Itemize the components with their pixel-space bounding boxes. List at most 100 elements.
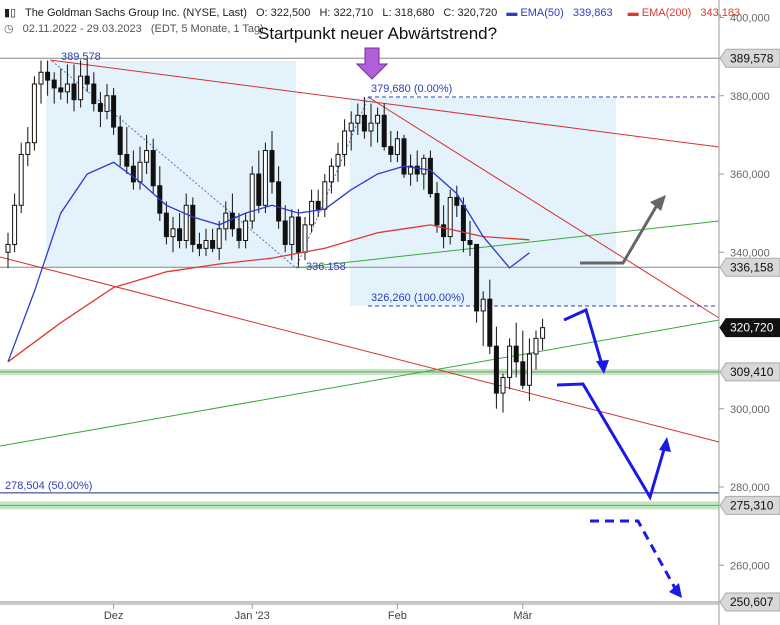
candle-body — [540, 327, 546, 339]
candle-body — [474, 243, 480, 312]
candle-body — [388, 146, 394, 155]
candle-body — [368, 122, 374, 132]
close-value: C: 320,720 — [443, 7, 498, 19]
gray-scenario-path — [580, 199, 662, 265]
candle-body — [520, 361, 526, 386]
candle-body — [467, 240, 473, 245]
candle-body — [249, 173, 255, 222]
candle-body — [355, 114, 361, 124]
y-tick-label: 340,000 — [730, 247, 770, 259]
candle-body — [533, 337, 539, 355]
symbol-title: The Goldman Sachs Group Inc. (NYSE, Last… — [24, 7, 247, 19]
candle-body — [295, 216, 301, 253]
red-trendline-mid — [367, 96, 720, 319]
candle-body — [375, 114, 381, 124]
y-tick-label: 360,000 — [730, 169, 770, 181]
candle-body — [408, 165, 414, 175]
candle-body — [282, 220, 288, 245]
candle-body — [111, 95, 117, 128]
price-label-text: 309,410 — [730, 365, 774, 379]
low-annotation: 336.158 — [306, 261, 346, 273]
dotted-fib-line-right — [295, 97, 369, 269]
candle-body — [289, 216, 295, 245]
ema200-legend[interactable]: ▬ EMA(200) 343,183 — [627, 7, 741, 19]
blue-arrow-head-1 — [596, 360, 609, 374]
price-label-box — [719, 362, 780, 382]
candle-body — [130, 165, 136, 183]
candle-body — [71, 83, 77, 101]
candle-body — [394, 138, 400, 155]
ema50-legend-label: EMA(50) — [520, 7, 564, 19]
candle-body — [441, 224, 447, 238]
candle-body — [447, 196, 453, 238]
blue-scenario-path-1 — [563, 307, 604, 366]
price-label-text: 250,607 — [730, 595, 774, 609]
candle-body — [269, 150, 275, 183]
y-tick-label: 400,000 — [730, 13, 770, 25]
y-tick-label: 380,000 — [730, 91, 770, 103]
candle-body — [91, 83, 97, 105]
price-label-box — [719, 318, 780, 338]
x-tick-label: Dez — [104, 610, 124, 622]
candle-body — [18, 153, 24, 206]
candle-body — [170, 228, 176, 238]
candle-body — [117, 126, 123, 155]
date-range: 02.11.2022 - 29.03.2023 — [22, 23, 142, 35]
blue-dashed-arrow-head — [669, 583, 682, 598]
green-trendline-lower — [0, 319, 720, 447]
price-label-box — [719, 495, 780, 515]
candle-body — [414, 165, 420, 175]
ema200-line — [7, 224, 530, 363]
candle-body — [190, 204, 196, 245]
chart-title: Startpunkt neuer Abwärtstrend? — [258, 24, 498, 43]
candle-body — [236, 228, 242, 242]
candle-body — [25, 142, 31, 155]
gray-arrow-head — [650, 195, 666, 211]
price-label-box — [719, 257, 780, 277]
y-tick-label: 260,000 — [730, 560, 770, 572]
price-label-box — [719, 48, 780, 68]
candle-body — [513, 345, 519, 363]
candle-body — [460, 204, 466, 242]
candle-body — [31, 83, 37, 144]
candle-body — [64, 83, 70, 93]
candle-body — [342, 130, 348, 155]
candle-body — [361, 114, 367, 132]
x-tick-label: Mär — [513, 610, 532, 622]
candle-body — [309, 200, 315, 226]
candle-body — [381, 114, 387, 148]
candle-body — [322, 181, 328, 210]
fib-50-annotation: 278,504 (50.00%) — [5, 480, 92, 492]
price-label-text: 336,158 — [730, 260, 774, 274]
candle-body — [348, 122, 354, 132]
high-value: H: 322,710 — [319, 7, 374, 19]
candle-body — [315, 200, 321, 210]
candle-body — [427, 157, 433, 195]
ema50-line — [7, 161, 530, 363]
price-label-text: 320,720 — [730, 321, 774, 335]
chart-settings: (EDT, 5 Monate, 1 Tag) — [150, 23, 264, 35]
candle-body — [243, 220, 249, 242]
candle-body — [58, 87, 64, 93]
chart-header: ▮▯ The Goldman Sachs Group Inc. (NYSE, L… — [4, 6, 752, 19]
candle-body — [183, 204, 189, 242]
candle-body — [163, 212, 169, 238]
candle-body — [493, 345, 499, 394]
blue-dashed-scenario-path — [590, 519, 678, 591]
red-trendline-upper — [49, 59, 720, 148]
chart-subheader: ◷ 02.11.2022 - 29.03.2023 (EDT, 5 Monate… — [4, 22, 270, 35]
fib-0-annotation: 379,680 (0.00%) — [371, 83, 452, 95]
candle-body — [150, 150, 156, 187]
ema200-legend-label: EMA(200) — [641, 7, 692, 19]
ema200-legend-value: 343,183 — [700, 7, 741, 19]
candle-body — [78, 75, 84, 101]
ema50-legend-value: 339,863 — [572, 7, 613, 19]
candle-body — [507, 345, 513, 378]
purple-down-arrow — [355, 47, 389, 80]
candle-body — [500, 376, 506, 394]
blue-arrow-head-2 — [659, 437, 671, 452]
candle-body — [454, 196, 460, 206]
candle-body — [487, 298, 493, 347]
ema50-legend[interactable]: ▬ EMA(50) 339,863 — [506, 7, 613, 19]
